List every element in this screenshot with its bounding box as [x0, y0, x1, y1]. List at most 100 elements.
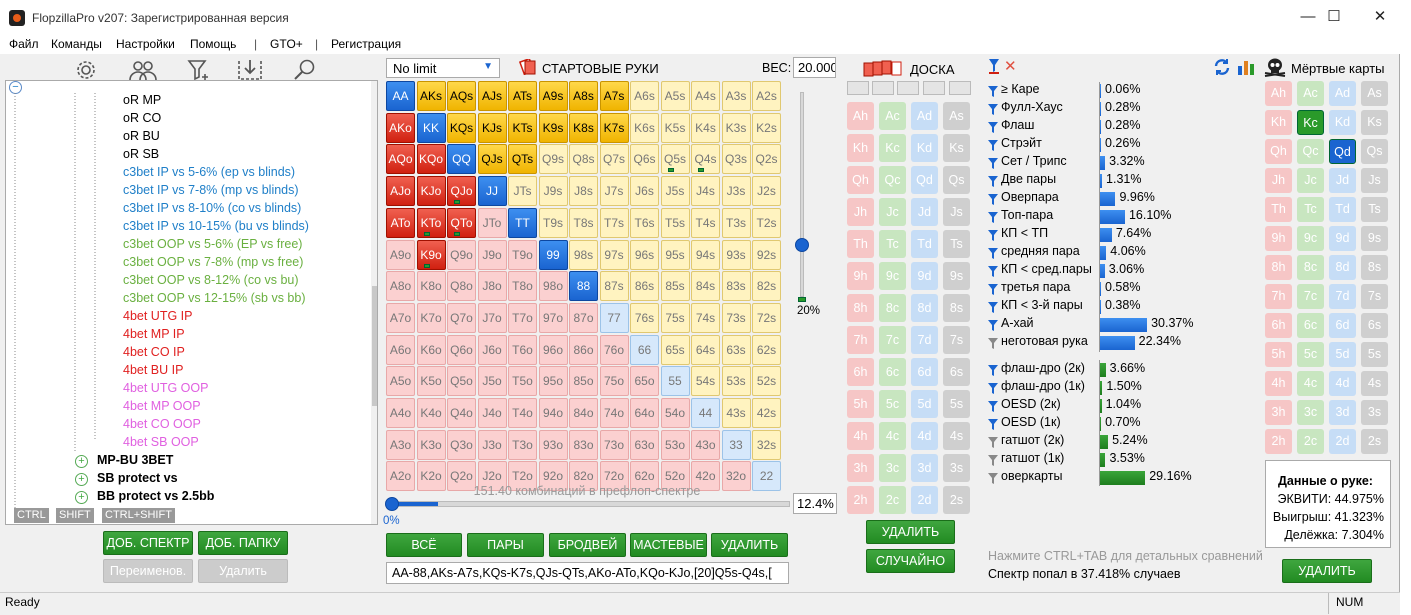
hand-cell[interactable]: 85s: [660, 271, 690, 302]
hand-cell[interactable]: A5s: [660, 81, 690, 111]
tree-leaf-item[interactable]: c3bet IP vs 10-15% (bu vs blinds): [123, 219, 309, 233]
hand-cell[interactable]: 33: [721, 429, 751, 460]
board-card[interactable]: 6c: [879, 358, 906, 386]
range-text-input[interactable]: AA-88,AKs-A7s,KQs-K7s,QJs-QTs,AKo-ATo,KQ…: [386, 562, 789, 584]
hand-cell[interactable]: 82o: [569, 461, 598, 492]
hand-cell[interactable]: K3s: [721, 112, 751, 143]
dead-card[interactable]: 9d: [1329, 226, 1356, 251]
hand-cell[interactable]: 85o: [569, 366, 598, 397]
hand-cell[interactable]: KTo: [416, 207, 446, 238]
hand-cell[interactable]: J4o: [477, 398, 507, 428]
board-slot[interactable]: [847, 81, 869, 95]
hand-cell[interactable]: AKo: [386, 112, 415, 143]
dead-card[interactable]: Jc: [1297, 168, 1324, 193]
hand-cell[interactable]: K2o: [416, 461, 446, 492]
filter-funnel-icon[interactable]: [988, 194, 998, 205]
add-range-button[interactable]: ДОБ. СПЕКТР: [103, 531, 193, 555]
hand-cell[interactable]: 22: [752, 461, 781, 492]
hand-cell[interactable]: J9o: [477, 239, 507, 270]
menu-registration[interactable]: Регистрация: [331, 37, 402, 51]
import-icon[interactable]: [236, 58, 264, 87]
hand-cell[interactable]: 66: [630, 334, 659, 365]
hand-cell[interactable]: J7s: [599, 176, 629, 207]
hand-cell[interactable]: 95o: [538, 366, 568, 397]
hand-cell[interactable]: TT: [508, 207, 537, 238]
weight-slider-track[interactable]: [800, 92, 804, 297]
select-all-button[interactable]: ВСЁ: [386, 533, 462, 557]
hand-cell[interactable]: AA: [386, 81, 415, 111]
hand-cell[interactable]: 84o: [569, 398, 598, 428]
hand-cell[interactable]: 42o: [691, 461, 720, 492]
hand-cell[interactable]: J6o: [477, 334, 507, 365]
hand-cell[interactable]: 97s: [599, 239, 629, 270]
clear-range-button[interactable]: УДАЛИТЬ: [711, 533, 788, 557]
hand-cell[interactable]: 86s: [630, 271, 659, 302]
filter-funnel-icon[interactable]: [988, 401, 998, 412]
dead-card[interactable]: 4s: [1361, 371, 1388, 396]
dead-card[interactable]: 3h: [1265, 400, 1292, 425]
hand-cell[interactable]: 54o: [660, 398, 690, 428]
hand-cell[interactable]: 77: [599, 302, 629, 333]
hand-cell[interactable]: 95s: [660, 239, 690, 270]
board-card[interactable]: Jc: [879, 198, 906, 226]
filter-funnel-icon[interactable]: [988, 437, 998, 448]
hand-cell[interactable]: Q4o: [447, 398, 476, 428]
hand-cell[interactable]: T4s: [691, 207, 720, 238]
hand-cell[interactable]: 43s: [721, 398, 751, 428]
hand-cell[interactable]: 96s: [630, 239, 659, 270]
dead-card[interactable]: 7d: [1329, 284, 1356, 309]
hand-cell[interactable]: 42s: [752, 398, 781, 428]
tree-leaf-item[interactable]: oR CO: [123, 111, 162, 125]
dead-card[interactable]: 2c: [1297, 429, 1324, 454]
hand-cell[interactable]: T6o: [508, 334, 537, 365]
hand-cell[interactable]: Q6s: [630, 144, 659, 175]
dead-card[interactable]: 3s: [1361, 400, 1388, 425]
hand-cell[interactable]: J4s: [691, 176, 720, 207]
filter-icon[interactable]: [988, 58, 1000, 74]
hand-cell[interactable]: J6s: [630, 176, 659, 207]
board-slot[interactable]: [923, 81, 945, 95]
hand-cell[interactable]: 86o: [569, 334, 598, 365]
hand-cell[interactable]: 98s: [569, 239, 598, 270]
filter-funnel-icon[interactable]: [988, 230, 998, 241]
dead-card[interactable]: 5h: [1265, 342, 1292, 367]
hand-cell[interactable]: 44: [691, 398, 720, 428]
dead-card[interactable]: Qs: [1361, 139, 1388, 164]
hand-cell[interactable]: T9o: [508, 239, 537, 270]
dead-card[interactable]: 7h: [1265, 284, 1292, 309]
hand-cell[interactable]: K9o: [416, 239, 446, 270]
hand-cell[interactable]: 73o: [599, 429, 629, 460]
tree-leaf-item[interactable]: c3bet IP vs 8-10% (co vs blinds): [123, 201, 302, 215]
hand-cell[interactable]: J2o: [477, 461, 507, 492]
clear-board-button[interactable]: УДАЛИТЬ: [866, 520, 955, 544]
dead-card[interactable]: Ks: [1361, 110, 1388, 135]
hand-cell[interactable]: J3s: [721, 176, 751, 207]
board-card[interactable]: 7c: [879, 326, 906, 354]
hand-cell[interactable]: 88: [569, 271, 598, 302]
hand-cell[interactable]: KQo: [416, 144, 446, 175]
hand-cell[interactable]: 72o: [599, 461, 629, 492]
hand-cell[interactable]: 32o: [721, 461, 751, 492]
hand-cell[interactable]: JJ: [477, 176, 507, 207]
hand-cell[interactable]: 99: [538, 239, 568, 270]
filter-funnel-icon[interactable]: [988, 140, 998, 151]
hand-cell[interactable]: QTo: [447, 207, 476, 238]
board-card[interactable]: 3c: [879, 454, 906, 482]
board-card[interactable]: 4d: [911, 422, 938, 450]
refresh-icon[interactable]: [1213, 58, 1231, 76]
filter-funnel-icon[interactable]: [988, 212, 998, 223]
hand-cell[interactable]: A9o: [386, 239, 415, 270]
hand-cell[interactable]: T7s: [599, 207, 629, 238]
hand-cell[interactable]: 63s: [721, 334, 751, 365]
tree-folder-item[interactable]: SB protect vs: [97, 471, 178, 485]
filter-funnel-icon[interactable]: [988, 383, 998, 394]
board-card[interactable]: 3d: [911, 454, 938, 482]
tree-leaf-item[interactable]: oR BU: [123, 129, 160, 143]
dead-card[interactable]: 5d: [1329, 342, 1356, 367]
clear-filter-icon[interactable]: ✕: [1004, 58, 1017, 75]
dead-card[interactable]: Tc: [1297, 197, 1324, 222]
board-card[interactable]: 8s: [943, 294, 970, 322]
hand-cell[interactable]: K8s: [569, 112, 598, 143]
hand-cell[interactable]: A6s: [630, 81, 659, 111]
hand-cell[interactable]: J7o: [477, 302, 507, 333]
